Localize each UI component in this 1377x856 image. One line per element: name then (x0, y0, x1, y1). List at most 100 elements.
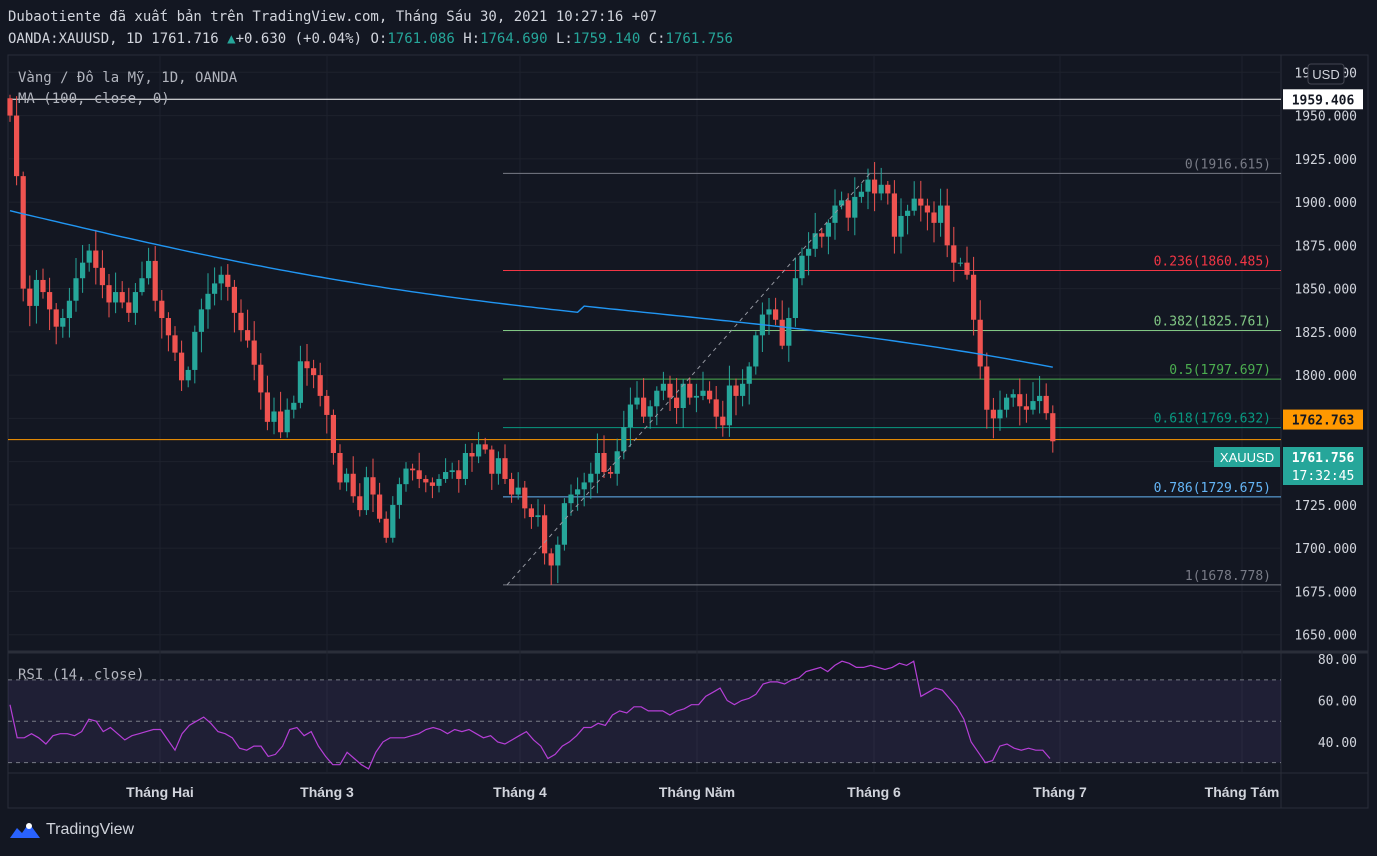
candle (20, 176, 26, 289)
fib-level-label: 0(1916.615) (1185, 157, 1271, 172)
x-tick-label: Tháng 7 (1033, 784, 1087, 800)
candle (271, 411, 277, 422)
y-tick-label: 1900.000 (1294, 196, 1357, 211)
currency-badge (1307, 63, 1345, 85)
candle (733, 385, 739, 396)
candle (66, 300, 72, 319)
candle (766, 309, 772, 315)
rsi-tick-label: 60.00 (1318, 695, 1357, 710)
candle (898, 215, 904, 237)
current-price-label: 1761.756 (1292, 451, 1355, 466)
candle (337, 453, 343, 483)
candle (192, 331, 198, 370)
candle (548, 553, 554, 566)
candle (700, 390, 706, 396)
candle (693, 395, 699, 398)
candle (27, 288, 33, 306)
y-tick-label: 1650.000 (1294, 629, 1357, 644)
symbol-label: OANDA:XAUUSD, 1D (8, 31, 143, 47)
prev-close-tag-label: 1762.763 (1292, 414, 1355, 429)
candle (528, 508, 534, 518)
candle (99, 267, 105, 286)
candle (746, 366, 752, 384)
publish-info: Dubaotiente đã xuất bản trên TradingView… (8, 9, 658, 25)
candle (806, 248, 812, 256)
candle (33, 279, 39, 306)
candle (1030, 401, 1036, 410)
y-tick-label: 1925.000 (1294, 153, 1357, 168)
candle (944, 205, 950, 246)
candle (634, 397, 640, 405)
candle (740, 383, 746, 396)
fib-level-label: 0.236(1860.485) (1154, 254, 1271, 269)
candle (410, 468, 416, 471)
candle (614, 451, 620, 474)
candle (832, 205, 838, 223)
candle (383, 518, 389, 538)
candle (990, 409, 996, 419)
y-tick-label: 1850.000 (1294, 283, 1357, 298)
candle (938, 205, 944, 223)
candle (726, 385, 732, 426)
candle (179, 352, 185, 381)
candle (812, 233, 818, 249)
line-price-tag (1283, 89, 1363, 110)
candle (495, 458, 501, 474)
candle (535, 515, 541, 518)
rsi-tick-label: 40.00 (1318, 736, 1357, 751)
candle (588, 473, 594, 483)
y-tick-label: 1700.000 (1294, 542, 1357, 557)
low-value: 1759.140 (572, 31, 641, 47)
ma100-line (9, 210, 1053, 368)
candle (601, 453, 607, 473)
candle (146, 260, 152, 279)
candle (330, 414, 336, 453)
candle (245, 330, 251, 341)
candle (47, 292, 53, 310)
candle (845, 200, 851, 218)
candle (159, 300, 165, 319)
candle (924, 205, 930, 213)
candle (825, 222, 831, 237)
fib-level-label: 0.382(1825.761) (1154, 315, 1271, 330)
candle (1004, 397, 1010, 410)
candle (258, 364, 264, 393)
candle (396, 484, 402, 505)
candle (594, 453, 600, 474)
candle (647, 406, 653, 417)
candle (416, 470, 422, 479)
candle (205, 293, 211, 310)
candle (1017, 394, 1023, 407)
candle (984, 366, 990, 410)
candle (344, 473, 350, 483)
x-tick-label: Tháng 4 (493, 784, 547, 800)
candle (462, 453, 468, 479)
tradingview-brand: TradingView (46, 821, 135, 838)
candle (291, 402, 297, 410)
high-value: 1764.690 (480, 31, 548, 47)
line-price-tag-label: 1959.406 (1292, 93, 1355, 108)
candle (687, 383, 693, 398)
candle (317, 375, 323, 396)
countdown-label: 17:32:45 (1292, 469, 1355, 484)
candle (918, 198, 924, 206)
candle (449, 470, 455, 473)
candle (858, 191, 864, 197)
candle (469, 453, 475, 457)
up-triangle-icon: ▲ (227, 31, 236, 47)
open-value: 1761.086 (387, 31, 455, 47)
candles (7, 94, 1056, 585)
y-tick-label: 1800.000 (1294, 369, 1357, 384)
tradingview-logo[interactable]: TradingView (8, 820, 134, 840)
candle (621, 427, 627, 452)
rsi-line (9, 660, 1051, 770)
current-price-tag (1283, 447, 1363, 485)
chart-frame (7, 54, 1369, 809)
ma-legend: MA (100, close, 0) (18, 91, 170, 107)
chart-title: Vàng / Đô la Mỹ, 1D, OANDA (18, 70, 238, 86)
candle (218, 274, 224, 284)
candle (911, 198, 917, 211)
candle (7, 98, 13, 116)
candle (608, 472, 614, 474)
